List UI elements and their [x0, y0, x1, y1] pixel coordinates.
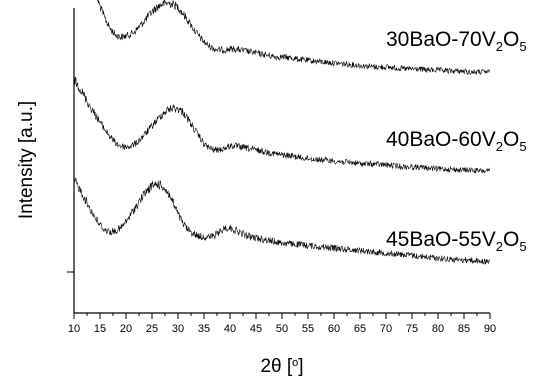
- series-label-subscript: 2: [496, 139, 503, 154]
- series-label-text: 30BaO-70V: [386, 28, 496, 51]
- x-tick-label: 50: [276, 323, 288, 335]
- series-label-2: 40BaO-60V2O5: [386, 128, 527, 154]
- x-tick-label: 20: [120, 323, 132, 335]
- x-tick-label: 65: [354, 323, 366, 335]
- series-line-2: [73, 76, 490, 174]
- series-label-subscript: 2: [496, 39, 503, 54]
- series-label-1: 30BaO-70V2O5: [386, 28, 527, 54]
- series-layer: [73, 0, 490, 265]
- x-tick-label: 30: [172, 323, 184, 335]
- x-tick-label: 15: [94, 323, 106, 335]
- x-tick-label: 25: [146, 323, 158, 335]
- x-tick-label: 90: [484, 323, 496, 335]
- x-tick-label: 40: [224, 323, 236, 335]
- series-label-subscript: 5: [519, 139, 526, 154]
- x-tick-label: 55: [302, 323, 314, 335]
- series-label-text: 45BaO-55V: [386, 228, 496, 251]
- series-line-1: [97, 0, 490, 76]
- y-axis-label: Intensity [a.u.]: [16, 101, 37, 219]
- series-line-3: [73, 174, 490, 265]
- x-tick-label: 75: [406, 323, 418, 335]
- x-tick-label: 10: [68, 323, 80, 335]
- series-label-subscript: 5: [519, 39, 526, 54]
- series-label-3: 45BaO-55V2O5: [386, 228, 527, 254]
- x-axis-label-close: ]: [298, 356, 303, 377]
- x-tick-label: 45: [250, 323, 262, 335]
- x-axis-label: 2θ [o]: [260, 356, 303, 377]
- series-label-text: O: [503, 228, 519, 251]
- series-label-text: O: [503, 128, 519, 151]
- x-axis-label-main: 2θ [: [260, 356, 292, 377]
- x-tick-label: 80: [432, 323, 444, 335]
- series-label-subscript: 5: [519, 239, 526, 254]
- series-label-text: O: [503, 28, 519, 51]
- x-axis-label-degree: o: [292, 357, 298, 369]
- x-tick-label: 70: [380, 323, 392, 335]
- x-tick-label: 60: [328, 323, 340, 335]
- x-tick-label: 35: [198, 323, 210, 335]
- x-tick-label: 85: [458, 323, 470, 335]
- series-label-text: 40BaO-60V: [386, 128, 496, 151]
- tick-layer: 10 15 20 25 30 35 40 45 50 55 60 65 70 75 80 85 90: [68, 313, 496, 335]
- series-label-subscript: 2: [496, 239, 503, 254]
